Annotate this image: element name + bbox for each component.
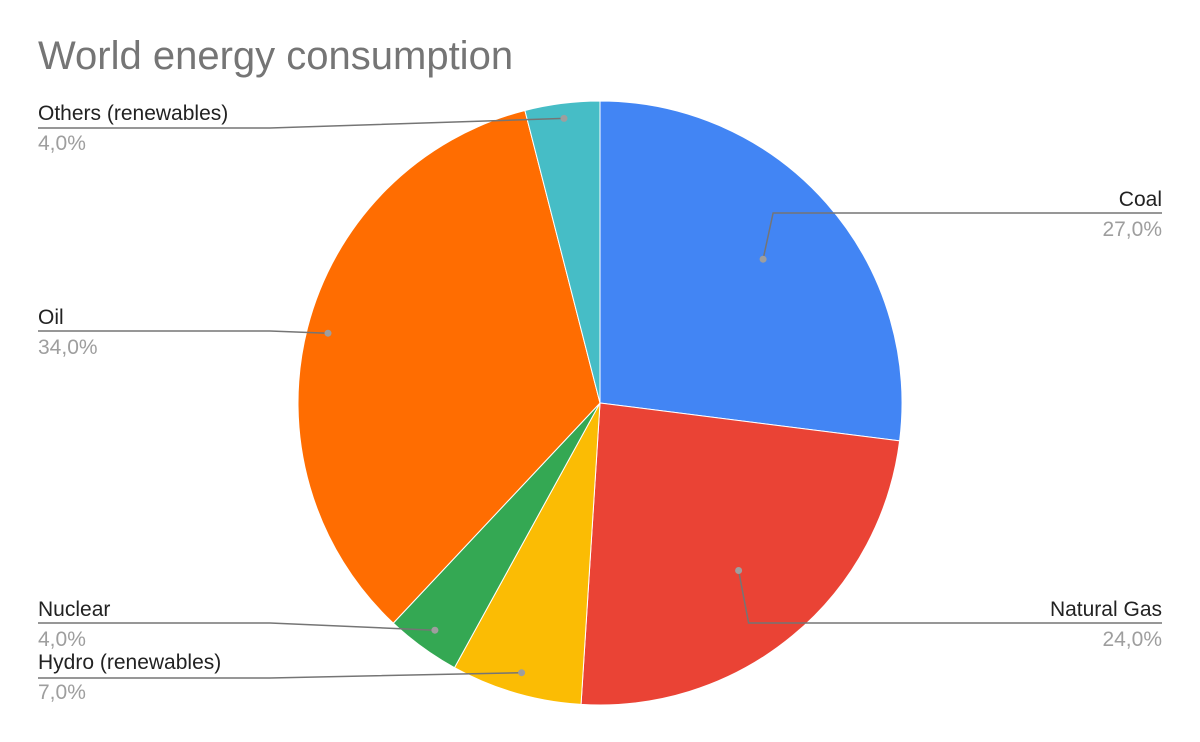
leader-dot-oil	[324, 329, 332, 337]
slice-label-nuclear: Nuclear	[38, 598, 110, 621]
chart-title: World energy consumption	[38, 34, 514, 78]
slice-percent-others-renewables: 4,0%	[38, 132, 86, 155]
leader-dot-others-renewables	[560, 114, 568, 122]
pie-slice-others-renewables	[524, 100, 601, 404]
leader-dot-natural-gas	[735, 567, 743, 574]
leader-line-nuclear	[38, 622, 435, 631]
pie-slice-oil	[297, 109, 601, 624]
leader-line-hydro-renewables	[38, 671, 522, 679]
slice-percent-hydro-renewables: 7,0%	[38, 681, 86, 704]
slice-label-others-renewables: Others (renewables)	[38, 102, 228, 125]
leader-dot-hydro-renewables	[518, 669, 526, 677]
slice-percent-nuclear: 4,0%	[38, 628, 86, 651]
pie-slice-natural-gas	[580, 402, 901, 706]
slice-label-coal: Coal	[1119, 188, 1162, 211]
leader-dot-coal	[759, 255, 767, 263]
slice-percent-oil: 34,0%	[38, 336, 98, 359]
slice-label-natural-gas: Natural Gas	[1050, 598, 1162, 621]
slice-label-hydro-renewables: Hydro (renewables)	[38, 651, 221, 674]
leader-line-natural-gas	[737, 570, 1162, 624]
slice-percent-coal: 27,0%	[1102, 218, 1162, 241]
leader-line-oil	[38, 330, 329, 334]
leader-line-others-renewables	[38, 117, 565, 129]
leader-dot-nuclear	[431, 626, 439, 634]
leader-line-coal	[762, 212, 1162, 260]
slice-label-oil: Oil	[38, 306, 64, 329]
pie-slice-hydro-renewables	[453, 402, 601, 705]
pie-slice-coal	[599, 100, 903, 442]
slice-percent-natural-gas: 24,0%	[1102, 628, 1162, 651]
